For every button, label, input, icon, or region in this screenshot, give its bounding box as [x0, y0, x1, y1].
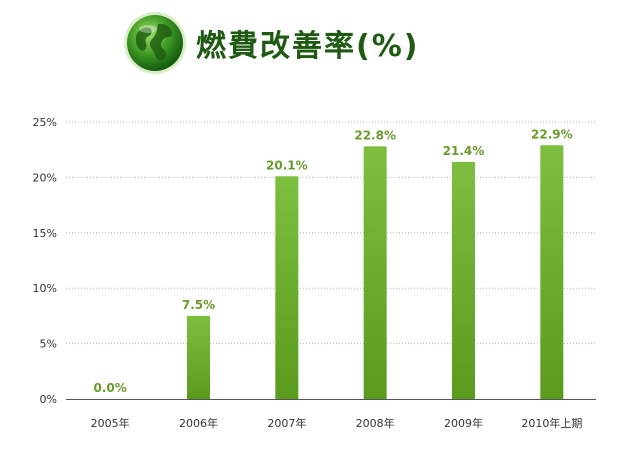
x-tick-label: 2008年 — [356, 416, 395, 430]
bar — [540, 145, 564, 399]
chart-title: 燃費改善率(%) — [196, 29, 420, 64]
x-tick-label: 2007年 — [267, 416, 306, 430]
data-label: 22.9% — [531, 127, 573, 141]
data-label: 21.4% — [443, 144, 485, 158]
data-labels: 0.0% 7.5% 20.1% 22.8% 21.4% 22.9% — [94, 127, 573, 395]
y-tick-label: 15% — [33, 227, 57, 240]
bar — [363, 146, 387, 399]
x-axis: 2005年 2006年 2007年 2008年 2009年 2010年上期 — [66, 399, 596, 430]
data-label: 20.1% — [266, 158, 308, 172]
x-tick-label: 2010年上期 — [521, 416, 582, 430]
bars — [187, 145, 564, 399]
bar — [187, 315, 210, 399]
gridlines — [66, 121, 596, 345]
y-axis: 0% 5% 10% 15% 20% 25% — [33, 116, 57, 406]
data-label: 22.8% — [354, 128, 396, 142]
bar — [275, 176, 299, 399]
data-label: 7.5% — [182, 298, 215, 312]
chart-header: 燃費改善率(%) — [122, 10, 419, 76]
y-tick-label: 20% — [33, 171, 57, 184]
x-tick-label: 2005年 — [91, 416, 130, 430]
x-tick-label: 2006年 — [179, 416, 218, 430]
data-label: 0.0% — [94, 381, 127, 395]
x-tick-label: 2009年 — [444, 416, 483, 430]
y-tick-label: 10% — [33, 282, 57, 295]
globe-icon — [124, 12, 186, 74]
y-tick-label: 25% — [33, 116, 57, 129]
bar — [452, 161, 475, 399]
y-tick-label: 0% — [40, 393, 57, 406]
y-tick-label: 5% — [40, 338, 57, 351]
